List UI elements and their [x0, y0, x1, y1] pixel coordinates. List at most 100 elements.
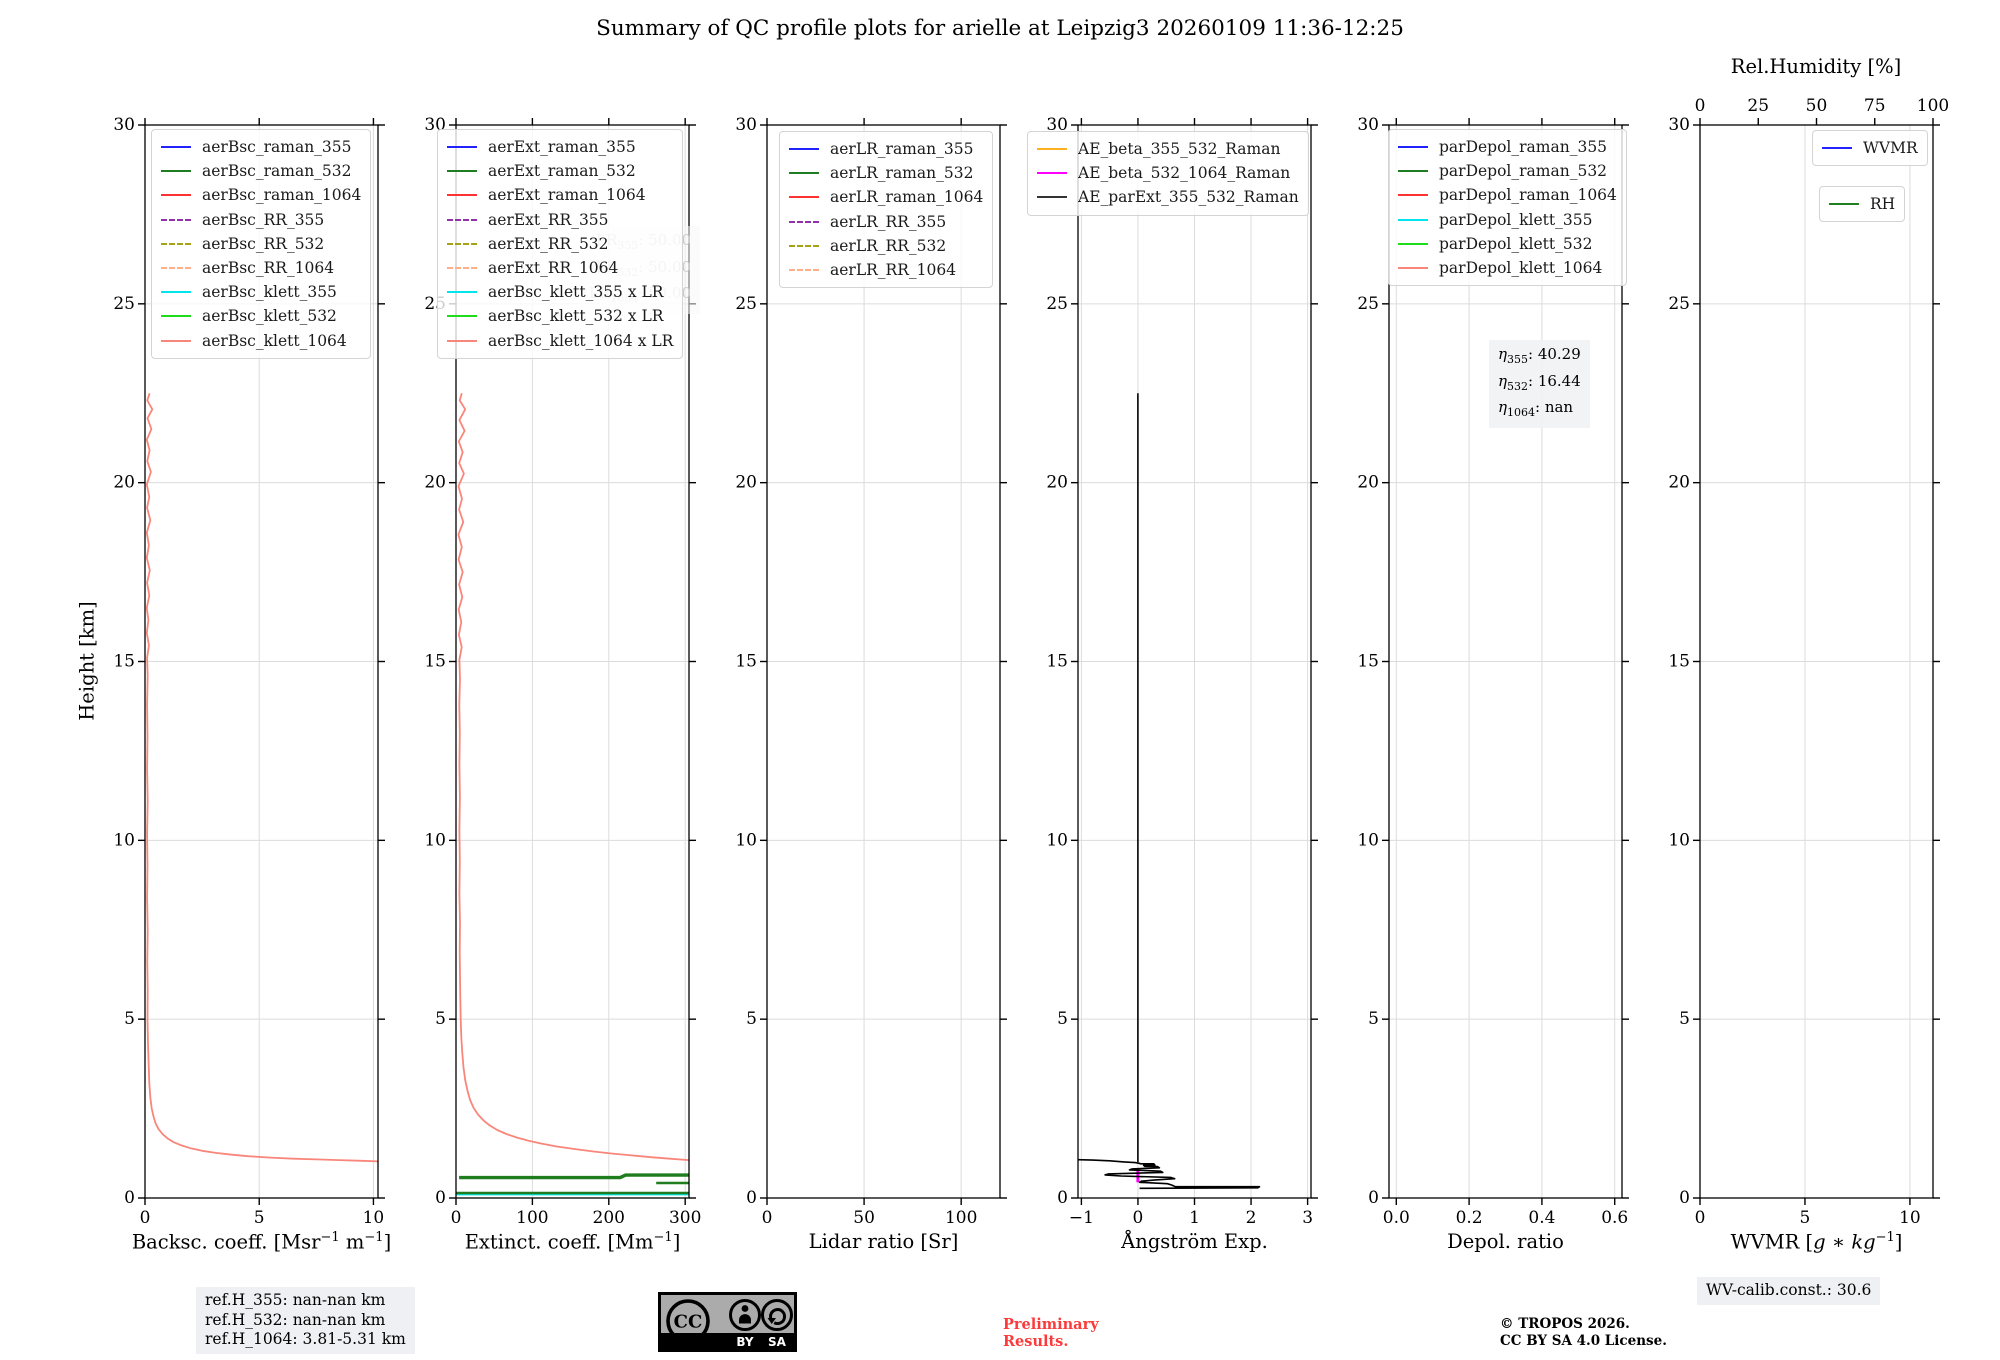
ytick-label: 20 [1046, 473, 1068, 493]
legend-entry-aerLR_raman_532: aerLR_raman_532 [789, 161, 983, 185]
legend-line-sample [1398, 267, 1428, 270]
legend-line-sample [447, 315, 477, 318]
xtick-label: 0.6 [1601, 1208, 1628, 1228]
legend-line-sample [1037, 196, 1067, 199]
ytick-label: 25 [113, 294, 135, 314]
ytick-label: 0 [1679, 1188, 1690, 1208]
ytick-label: 20 [1357, 473, 1379, 493]
legend-entry-aerBsc_raman_355: aerBsc_raman_355 [161, 135, 361, 159]
stat-line: η355: 40.29 [1498, 345, 1581, 366]
xlabel-extinction: Extinct. coeff. [Mm−1] [464, 1230, 681, 1254]
preliminary-line-2: Results. [1003, 1333, 1069, 1350]
legend-label: aerExt_raman_532 [488, 162, 636, 181]
preliminary-note: Preliminary Results. [1003, 1316, 1099, 1350]
legend-label: aerLR_RR_355 [830, 212, 947, 231]
legend-wvmr: WVMR [1812, 130, 1928, 167]
ref-height-355: ref.H_355: nan-nan km [205, 1291, 386, 1309]
legend-entry-aerExt_RR_532: aerExt_RR_532 [447, 232, 673, 256]
ytick-label: 10 [424, 830, 446, 850]
ref-height-1064: ref.H_1064: 3.81-5.31 km [205, 1330, 406, 1348]
legend-line-sample [447, 170, 477, 173]
ytick-label: 15 [1046, 652, 1068, 672]
ytick-label: 10 [113, 830, 135, 850]
ytick-label: 25 [1046, 294, 1068, 314]
xlabel-angstroem: Ångström Exp. [1121, 1230, 1268, 1253]
sa-share-alike-icon [761, 1299, 793, 1331]
depol-stat-box: η355: 40.29 η532: 16.44 η1064: nan [1489, 340, 1590, 428]
legend-line-sample [161, 291, 191, 294]
rh-tick-label: 100 [1917, 96, 1949, 116]
legend-label: aerLR_raman_1064 [830, 188, 984, 207]
ytick-label: 0 [1057, 1188, 1068, 1208]
legend-entry-aerLR_raman_355: aerLR_raman_355 [789, 137, 983, 161]
legend-label: AE_beta_532_1064_Raman [1078, 164, 1291, 183]
legend-label: aerBsc_klett_355 x LR [488, 283, 664, 302]
ytick-label: 5 [124, 1009, 135, 1029]
legend-line-sample [447, 291, 477, 294]
xtick-label: 0.2 [1456, 1208, 1483, 1228]
ytick-label: 5 [746, 1009, 757, 1029]
legend-line-sample [1398, 170, 1428, 173]
legend-line-sample [161, 218, 191, 221]
legend-label: aerBsc_klett_1064 [202, 331, 347, 350]
legend-label: aerBsc_klett_355 [202, 283, 337, 302]
legend-entry-aerBsc_klett_355 x LR: aerBsc_klett_355 x LR [447, 280, 673, 304]
legend-label: aerBsc_raman_532 [202, 162, 352, 181]
legend-entry-parDepol_raman_355: parDepol_raman_355 [1398, 135, 1617, 159]
cc-circle-icon [666, 1299, 710, 1343]
legend-label: aerLR_RR_532 [830, 236, 947, 255]
legend-line-sample [161, 146, 191, 149]
legend-label: aerExt_RR_532 [488, 234, 609, 253]
legend-line-sample [447, 339, 477, 342]
xtick-label: 1 [1189, 1208, 1200, 1228]
rh-tick-label: 50 [1806, 96, 1828, 116]
legend-entry-aerBsc_RR_1064: aerBsc_RR_1064 [161, 256, 361, 280]
ytick-label: 10 [735, 830, 757, 850]
legend-line-sample [161, 194, 191, 197]
ytick-label: 30 [735, 115, 757, 135]
legend-entry-aerLR_RR_532: aerLR_RR_532 [789, 234, 983, 258]
legend-line-sample [1398, 194, 1428, 197]
legend-line-sample [789, 220, 819, 223]
rh-axis-label: Rel.Humidity [%] [1730, 55, 1902, 78]
ytick-label: 15 [1668, 652, 1690, 672]
ytick-label: 0 [746, 1188, 757, 1208]
legend-line-sample [1398, 218, 1428, 221]
rh-tick-label: 25 [1747, 96, 1769, 116]
xtick-label: −1 [1069, 1208, 1094, 1228]
legend-label: aerExt_RR_355 [488, 210, 609, 229]
ytick-label: 5 [435, 1009, 446, 1029]
legend-line-sample [161, 242, 191, 245]
legend-entry-aerBsc_RR_355: aerBsc_RR_355 [161, 208, 361, 232]
ytick-label: 30 [1668, 115, 1690, 135]
ytick-label: 5 [1679, 1009, 1690, 1029]
legend-backscatter: aerBsc_raman_355 aerBsc_raman_532 aerBsc_r… [151, 129, 372, 359]
ytick-label: 0 [1368, 1188, 1379, 1208]
legend-line-sample [789, 269, 819, 272]
legend-entry-aerBsc_raman_532: aerBsc_raman_532 [161, 159, 361, 183]
ytick-label: 0 [435, 1188, 446, 1208]
xtick-label: 100 [945, 1208, 977, 1228]
stat-line: η532: 16.44 [1498, 371, 1581, 393]
legend-line-sample [447, 267, 477, 270]
xtick-label: 5 [254, 1208, 265, 1228]
legend-entry-parDepol_raman_1064: parDepol_raman_1064 [1398, 183, 1617, 207]
by-person-icon [729, 1299, 761, 1331]
legend-entry-aerBsc_klett_532 x LR: aerBsc_klett_532 x LR [447, 304, 673, 328]
panel-angstroem-series [1078, 393, 1261, 1190]
legend-entry-aerExt_raman_355: aerExt_raman_355 [447, 135, 673, 159]
legend-label: parDepol_raman_355 [1439, 138, 1608, 157]
legend-label: aerBsc_raman_355 [202, 138, 352, 157]
panel-depol: 0.0 0.2 0.4 0.6 0 5 10 15 20 25 30 [1357, 115, 1629, 1228]
legend-entry-aerExt_raman_532: aerExt_raman_532 [447, 159, 673, 183]
xtick-label: 0 [1695, 1208, 1706, 1228]
xtick-label: 0 [762, 1208, 773, 1228]
xtick-label: 3 [1302, 1208, 1313, 1228]
copyright-line-1: © TROPOS 2026. [1500, 1316, 1630, 1332]
legend-label: aerBsc_klett_532 [202, 307, 337, 326]
ytick-label: 20 [113, 473, 135, 493]
legend-line-sample [789, 148, 819, 151]
